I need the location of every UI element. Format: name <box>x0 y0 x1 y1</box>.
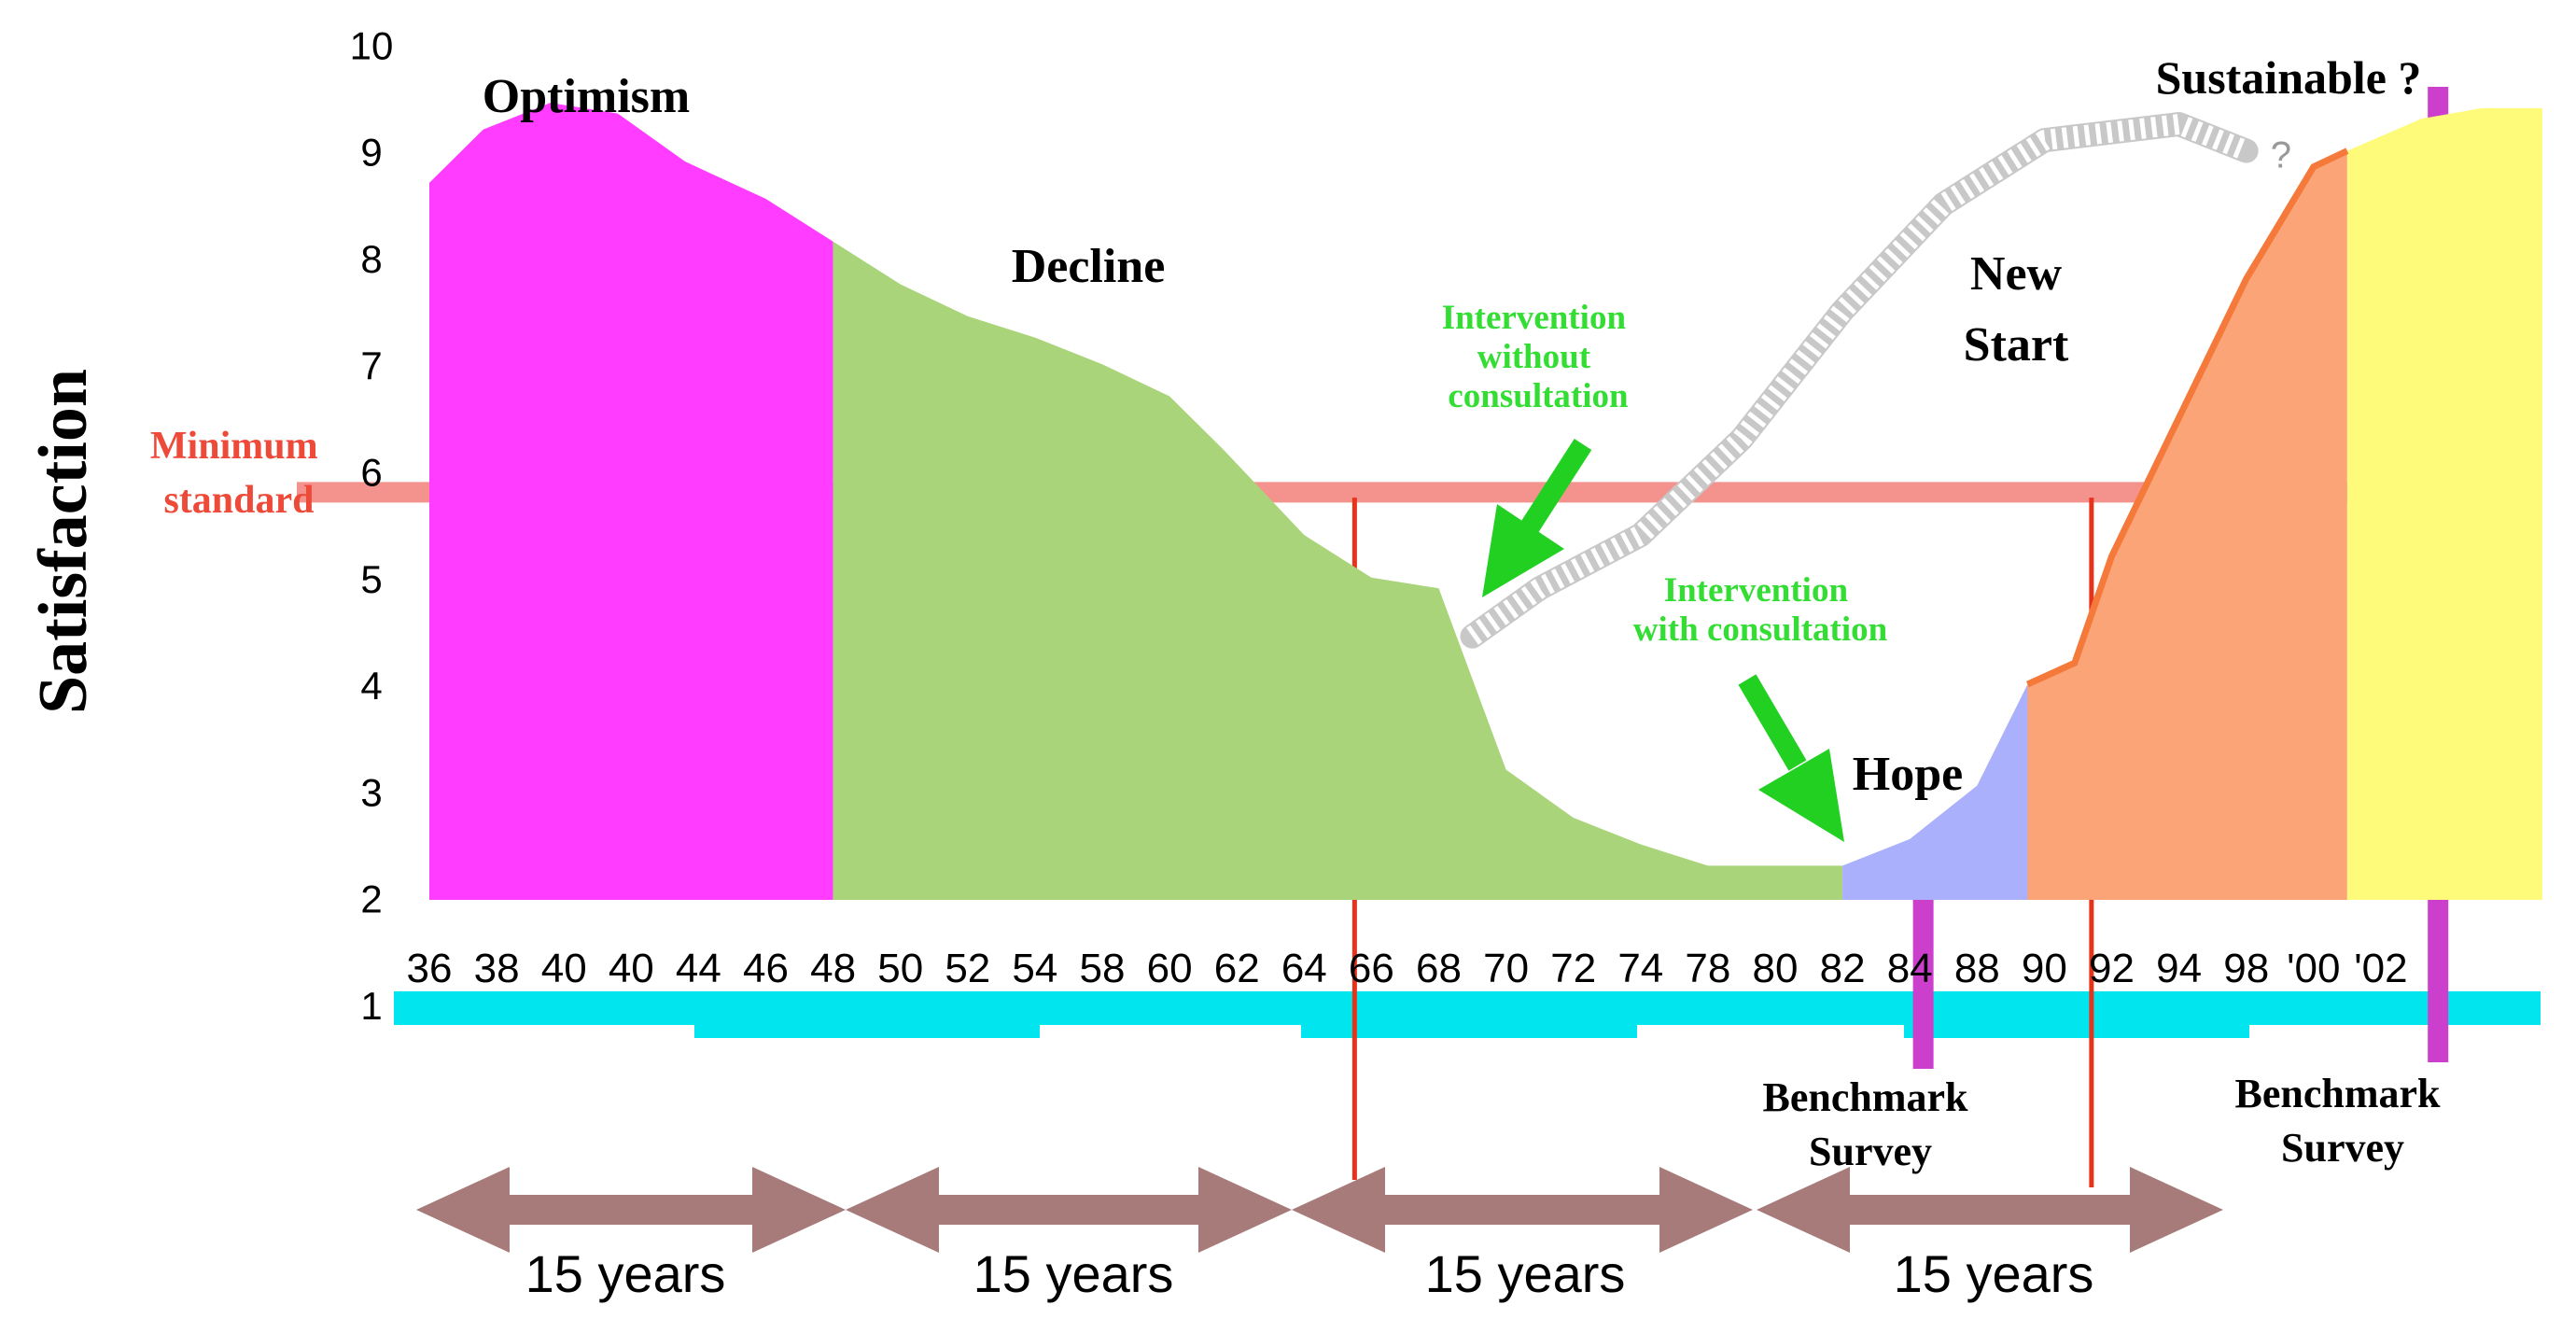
x-tick-label: 80 <box>1753 946 1799 991</box>
benchmark-survey-bar-1 <box>1912 865 1934 1069</box>
period-label-2: 15 years <box>973 1244 1174 1303</box>
x-tick-label: 60 <box>1147 946 1193 991</box>
x-tick-label: 64 <box>1281 946 1327 991</box>
phase-area-decline <box>833 241 1843 900</box>
x-tick-label: 90 <box>2022 946 2067 991</box>
y-tick-label: 6 <box>360 451 382 495</box>
x-tick-label: 84 <box>1887 946 1933 991</box>
period-arrow-2 <box>846 1167 1292 1253</box>
minimum-standard-line-1: Minimum <box>150 425 318 468</box>
arrow-intervention-with-consultation <box>1738 674 1844 842</box>
x-tick-label: 48 <box>810 946 856 991</box>
phase-title-sustainable: Sustainable ? <box>2156 51 2422 104</box>
minimum-standard-label: Minimum standard <box>150 425 328 522</box>
y-axis-title: Satisfaction <box>25 369 102 714</box>
y-tick-label: 3 <box>360 770 382 814</box>
x-tick-label: 74 <box>1617 946 1663 991</box>
annotation-intervention-without-consultation: Intervention without consultation <box>1442 299 1635 415</box>
x-tick-label: 70 <box>1483 946 1529 991</box>
y-tick-label: 8 <box>360 237 382 281</box>
x-tick-label: 68 <box>1416 946 1462 991</box>
x-tick-label: 78 <box>1685 946 1730 991</box>
x-tick-label: 46 <box>743 946 789 991</box>
benchmark-survey-label-2: Benchmark Survey <box>2235 1071 2451 1171</box>
phase-area-optimism <box>429 103 833 900</box>
phase-title-hope: Hope <box>1853 748 1963 801</box>
x-tick-label: 40 <box>541 946 587 991</box>
period-arrow-1 <box>416 1167 846 1253</box>
phase-title-new-start: New Start <box>1964 247 2069 372</box>
hatched-path-question-label: ? <box>2271 135 2291 176</box>
minimum-standard-line-2: standard <box>163 479 314 522</box>
x-tick-label: 92 <box>2089 946 2135 991</box>
y-tick-label: 1 <box>360 984 382 1028</box>
period-arrows: 15 years 15 years 15 years 15 years <box>416 1167 2223 1303</box>
x-tick-label: 88 <box>1954 946 2000 991</box>
arrow-intervention-without-consultation <box>1482 439 1592 597</box>
x-tick-label: 52 <box>945 946 990 991</box>
timeline-band-step-2 <box>1301 1017 1637 1038</box>
period-label-4: 15 years <box>1894 1244 2094 1303</box>
x-tick-label: 44 <box>676 946 721 991</box>
x-tick-label: 66 <box>1349 946 1394 991</box>
hatched-path-background <box>1460 112 2259 649</box>
timeline-band-step-1 <box>694 1017 1040 1038</box>
y-tick-label: 10 <box>350 23 394 67</box>
new-start-title-line-2: Start <box>1964 318 2069 372</box>
x-tick-label: 72 <box>1550 946 1596 991</box>
phase-area-new-start <box>2027 150 2347 900</box>
benchmark-survey-label-1: Benchmark Survey <box>1763 1074 1979 1174</box>
x-tick-label: 36 <box>407 946 453 991</box>
x-tick-label: 58 <box>1080 946 1126 991</box>
y-tick-label: 5 <box>360 557 382 601</box>
x-tick-label: 40 <box>609 946 654 991</box>
period-label-1: 15 years <box>525 1244 726 1303</box>
phase-area-hope <box>1842 663 2075 900</box>
period-label-3: 15 years <box>1425 1244 1626 1303</box>
phase-area-sustainable <box>2346 107 2542 900</box>
period-arrow-4 <box>1757 1167 2223 1253</box>
new-start-title-line-1: New <box>1970 247 2063 301</box>
new-start-edge-line <box>2025 147 2349 688</box>
x-tick-label: 94 <box>2156 946 2202 991</box>
x-tick-label: '00 <box>2287 946 2340 991</box>
y-tick-label: 2 <box>360 877 382 921</box>
x-tick-label: 82 <box>1820 946 1866 991</box>
annotation-intervention-with-consultation: Intervention with consultation <box>1633 571 1888 649</box>
x-tick-label: 38 <box>474 946 520 991</box>
x-tick-label: 54 <box>1012 946 1057 991</box>
x-tick-label: 98 <box>2223 946 2269 991</box>
phase-title-decline: Decline <box>1012 240 1166 293</box>
y-tick-label: 4 <box>360 664 382 708</box>
x-tick-label: '02 <box>2354 946 2407 991</box>
y-tick-label: 7 <box>360 344 382 387</box>
x-tick-label: 62 <box>1214 946 1260 991</box>
timeline-band-step-3 <box>1904 1017 2249 1038</box>
y-tick-label: 9 <box>360 131 382 175</box>
x-tick-label: 50 <box>877 946 923 991</box>
phase-areas: ? <box>429 103 2542 900</box>
period-arrow-3 <box>1292 1167 1753 1253</box>
phase-title-optimism: Optimism <box>483 70 690 123</box>
